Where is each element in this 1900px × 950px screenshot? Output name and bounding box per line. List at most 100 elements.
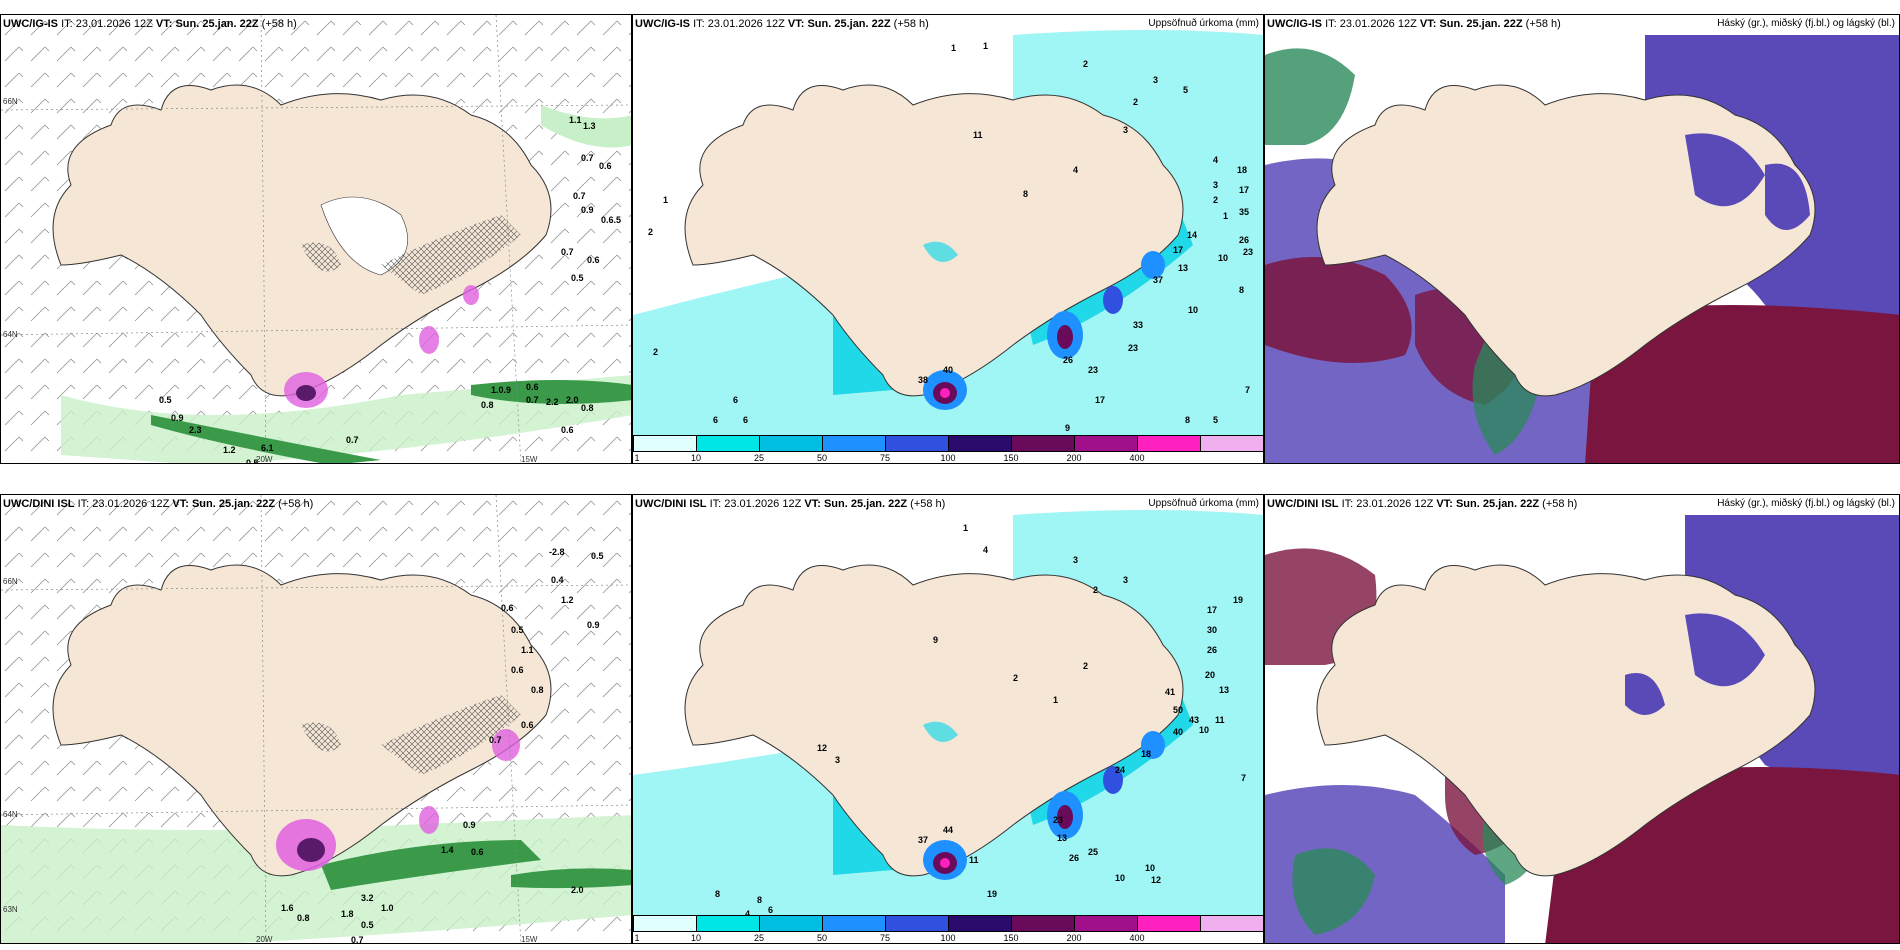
map-value-label: 12: [817, 743, 828, 753]
map-value-label: 1.4: [441, 845, 454, 855]
cloud-map: [1265, 15, 1899, 463]
map-value-label: 0.7: [561, 247, 574, 257]
panel-header: UWC/DINI ISL IT: 23.01.2026 12Z VT: Sun.…: [1267, 498, 1578, 510]
map-value-label: 1.0: [381, 903, 394, 913]
map-value-label: 2.2: [546, 397, 559, 407]
map-value-label: 8: [715, 889, 721, 899]
colorbar-swatch: [1011, 435, 1075, 452]
map-value-label: 0.6: [599, 161, 612, 171]
panel-title: Háský (gr.), miðský (fj.bl.) og lágský (…: [1717, 18, 1895, 29]
lon-label: 20W: [256, 455, 273, 464]
map-value-label: 1.2: [561, 595, 574, 605]
panel-title: Háský (gr.), miðský (fj.bl.) og lágský (…: [1717, 498, 1895, 509]
map-value-label: 43: [1189, 715, 1200, 725]
colorbar-swatch: [885, 915, 949, 932]
map-value-label: 0.8: [531, 685, 544, 695]
map-value-label: 1.6: [281, 903, 294, 913]
map-value-label: 0.4: [551, 575, 564, 585]
map-value-label: 8: [1023, 189, 1029, 199]
map-value-label: 2: [653, 347, 659, 357]
map-value-label: 26: [1207, 645, 1218, 655]
map-value-label: 1.1: [521, 645, 534, 655]
map-value-label: 1.0.9: [491, 385, 512, 395]
colorbar-tick-label: 200: [1066, 453, 1082, 463]
map-value-label: 1: [951, 43, 957, 53]
panel-wind-igis: UWC/IG-IS IT: 23.01.2026 12Z VT: Sun. 25…: [0, 14, 632, 464]
panel-wind-dini: UWC/DINI ISL IT: 23.01.2026 12Z VT: Sun.…: [0, 494, 632, 944]
colorbar-swatch: [759, 435, 823, 452]
map-value-label: 9: [1065, 423, 1071, 433]
map-value-label: 2: [1083, 59, 1089, 69]
map-value-label: 40: [943, 365, 954, 375]
map-value-label: 41: [1165, 687, 1176, 697]
map-value-label: 13: [1057, 833, 1068, 843]
panel-header: UWC/DINI ISL IT: 23.01.2026 12Z VT: Sun.…: [635, 498, 946, 510]
map-value-label: 2: [1133, 97, 1139, 107]
map-value-label: 1.1: [569, 115, 582, 125]
colorbar-swatch: [822, 435, 886, 452]
map-value-label: 6: [713, 415, 719, 425]
map-value-label: 0.7: [351, 935, 364, 944]
map-value-label: 1: [1053, 695, 1059, 705]
map-value-label: 11: [1215, 715, 1225, 725]
map-value-label: 23: [1053, 815, 1064, 825]
map-value-label: 0.8: [297, 913, 310, 923]
map-value-label: 0.8: [581, 403, 594, 413]
colorbar-tick-label: 1: [634, 933, 640, 943]
map-value-label: 0.9: [463, 820, 476, 830]
colorbar-tick-label: 100: [940, 933, 956, 943]
wind-map: [1, 495, 631, 943]
map-value-label: 0.6: [561, 425, 574, 435]
colorbar-tick-label: 50: [816, 933, 828, 943]
map-value-label: 1.2: [223, 445, 236, 455]
lat-label: 64N: [3, 810, 18, 819]
map-value-label: 4: [1213, 155, 1219, 165]
panel-title: Uppsöfnuð úrkoma (mm): [1148, 18, 1259, 29]
panel-header: UWC/DINI ISL IT: 23.01.2026 12Z VT: Sun.…: [3, 498, 314, 510]
map-value-label: 25: [1088, 847, 1099, 857]
colorbar-swatch: [948, 915, 1012, 932]
map-value-label: 7: [1241, 773, 1247, 783]
map-value-label: 0.7: [526, 395, 539, 405]
map-value-label: 10: [1145, 863, 1156, 873]
map-value-label: 18: [1237, 165, 1248, 175]
map-value-label: 11: [969, 855, 979, 865]
map-value-label: 50: [1173, 705, 1184, 715]
colorbar-swatch: [696, 915, 760, 932]
map-value-label: 17: [1239, 185, 1250, 195]
map-value-label: 0.7: [346, 435, 359, 445]
colorbar-swatch: [633, 915, 697, 932]
colorbar-tick-label: 75: [879, 453, 891, 463]
map-value-label: 2: [648, 227, 654, 237]
map-value-label: 0.8: [481, 400, 494, 410]
map-value-label: 1.8: [341, 909, 354, 919]
map-value-label: 4: [1073, 165, 1079, 175]
colorbar-tick-label: 200: [1066, 933, 1082, 943]
colorbar-swatch: [1137, 915, 1201, 932]
map-value-label: 1: [963, 523, 969, 533]
map-value-label: 0.9: [171, 413, 184, 423]
map-value-label: 3: [1153, 75, 1159, 85]
map-value-label: 3: [835, 755, 841, 765]
colorbar-tick-label: 150: [1003, 453, 1019, 463]
lon-label: 15W: [521, 935, 538, 944]
panel-cloud-dini: UWC/DINI ISL IT: 23.01.2026 12Z VT: Sun.…: [1264, 494, 1900, 944]
colorbar-swatch: [822, 915, 886, 932]
panel-header: UWC/IG-IS IT: 23.01.2026 12Z VT: Sun. 25…: [635, 18, 929, 30]
map-value-label: 23: [1243, 247, 1254, 257]
colorbar-tick-label: 10: [690, 933, 702, 943]
map-value-label: 3: [1123, 125, 1129, 135]
colorbar: 1 10 25 50 75 100 150 200 400: [633, 915, 1263, 943]
map-value-label: 44: [943, 825, 954, 835]
map-value-label: 24: [1115, 765, 1126, 775]
map-value-label: 8: [757, 895, 763, 905]
map-value-label: 0.5: [571, 273, 584, 283]
colorbar-tick-label: 100: [940, 453, 956, 463]
map-value-label: -2.8: [549, 547, 565, 557]
colorbar-swatch: [1074, 435, 1138, 452]
colorbar-tick-label: 75: [879, 933, 891, 943]
map-value-label: 0.5: [159, 395, 172, 405]
map-value-label: 37: [1153, 275, 1164, 285]
colorbar-tick-label: 50: [816, 453, 828, 463]
map-value-label: 26: [1063, 355, 1074, 365]
